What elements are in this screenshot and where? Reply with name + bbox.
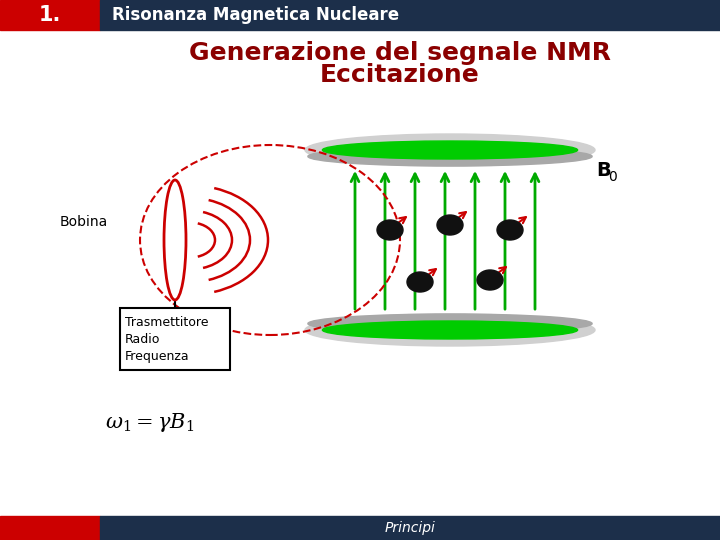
Text: Generazione del segnale NMR: Generazione del segnale NMR xyxy=(189,41,611,65)
Ellipse shape xyxy=(305,314,595,346)
Text: Trasmettitore
Radio
Frequenza: Trasmettitore Radio Frequenza xyxy=(125,316,209,363)
Ellipse shape xyxy=(323,141,577,159)
Text: Eccitazione: Eccitazione xyxy=(320,63,480,87)
Text: Risonanza Magnetica Nucleare: Risonanza Magnetica Nucleare xyxy=(112,6,399,24)
Ellipse shape xyxy=(407,272,433,292)
Text: $\omega_1 = \gamma B_1$: $\omega_1 = \gamma B_1$ xyxy=(105,410,194,434)
Ellipse shape xyxy=(305,134,595,166)
Bar xyxy=(100,0,720,30)
Text: B: B xyxy=(596,160,611,179)
Bar xyxy=(120,308,230,370)
Ellipse shape xyxy=(308,314,592,333)
Bar xyxy=(100,516,720,540)
Bar xyxy=(0,0,100,30)
Ellipse shape xyxy=(308,147,592,166)
Bar xyxy=(0,516,100,540)
Ellipse shape xyxy=(323,321,577,339)
Ellipse shape xyxy=(437,215,463,235)
Ellipse shape xyxy=(497,220,523,240)
Text: 0: 0 xyxy=(608,170,617,184)
Text: Bobina: Bobina xyxy=(60,215,108,229)
Ellipse shape xyxy=(377,220,403,240)
Text: 1.: 1. xyxy=(39,5,61,25)
Text: Principi: Principi xyxy=(384,521,436,535)
Ellipse shape xyxy=(477,270,503,290)
